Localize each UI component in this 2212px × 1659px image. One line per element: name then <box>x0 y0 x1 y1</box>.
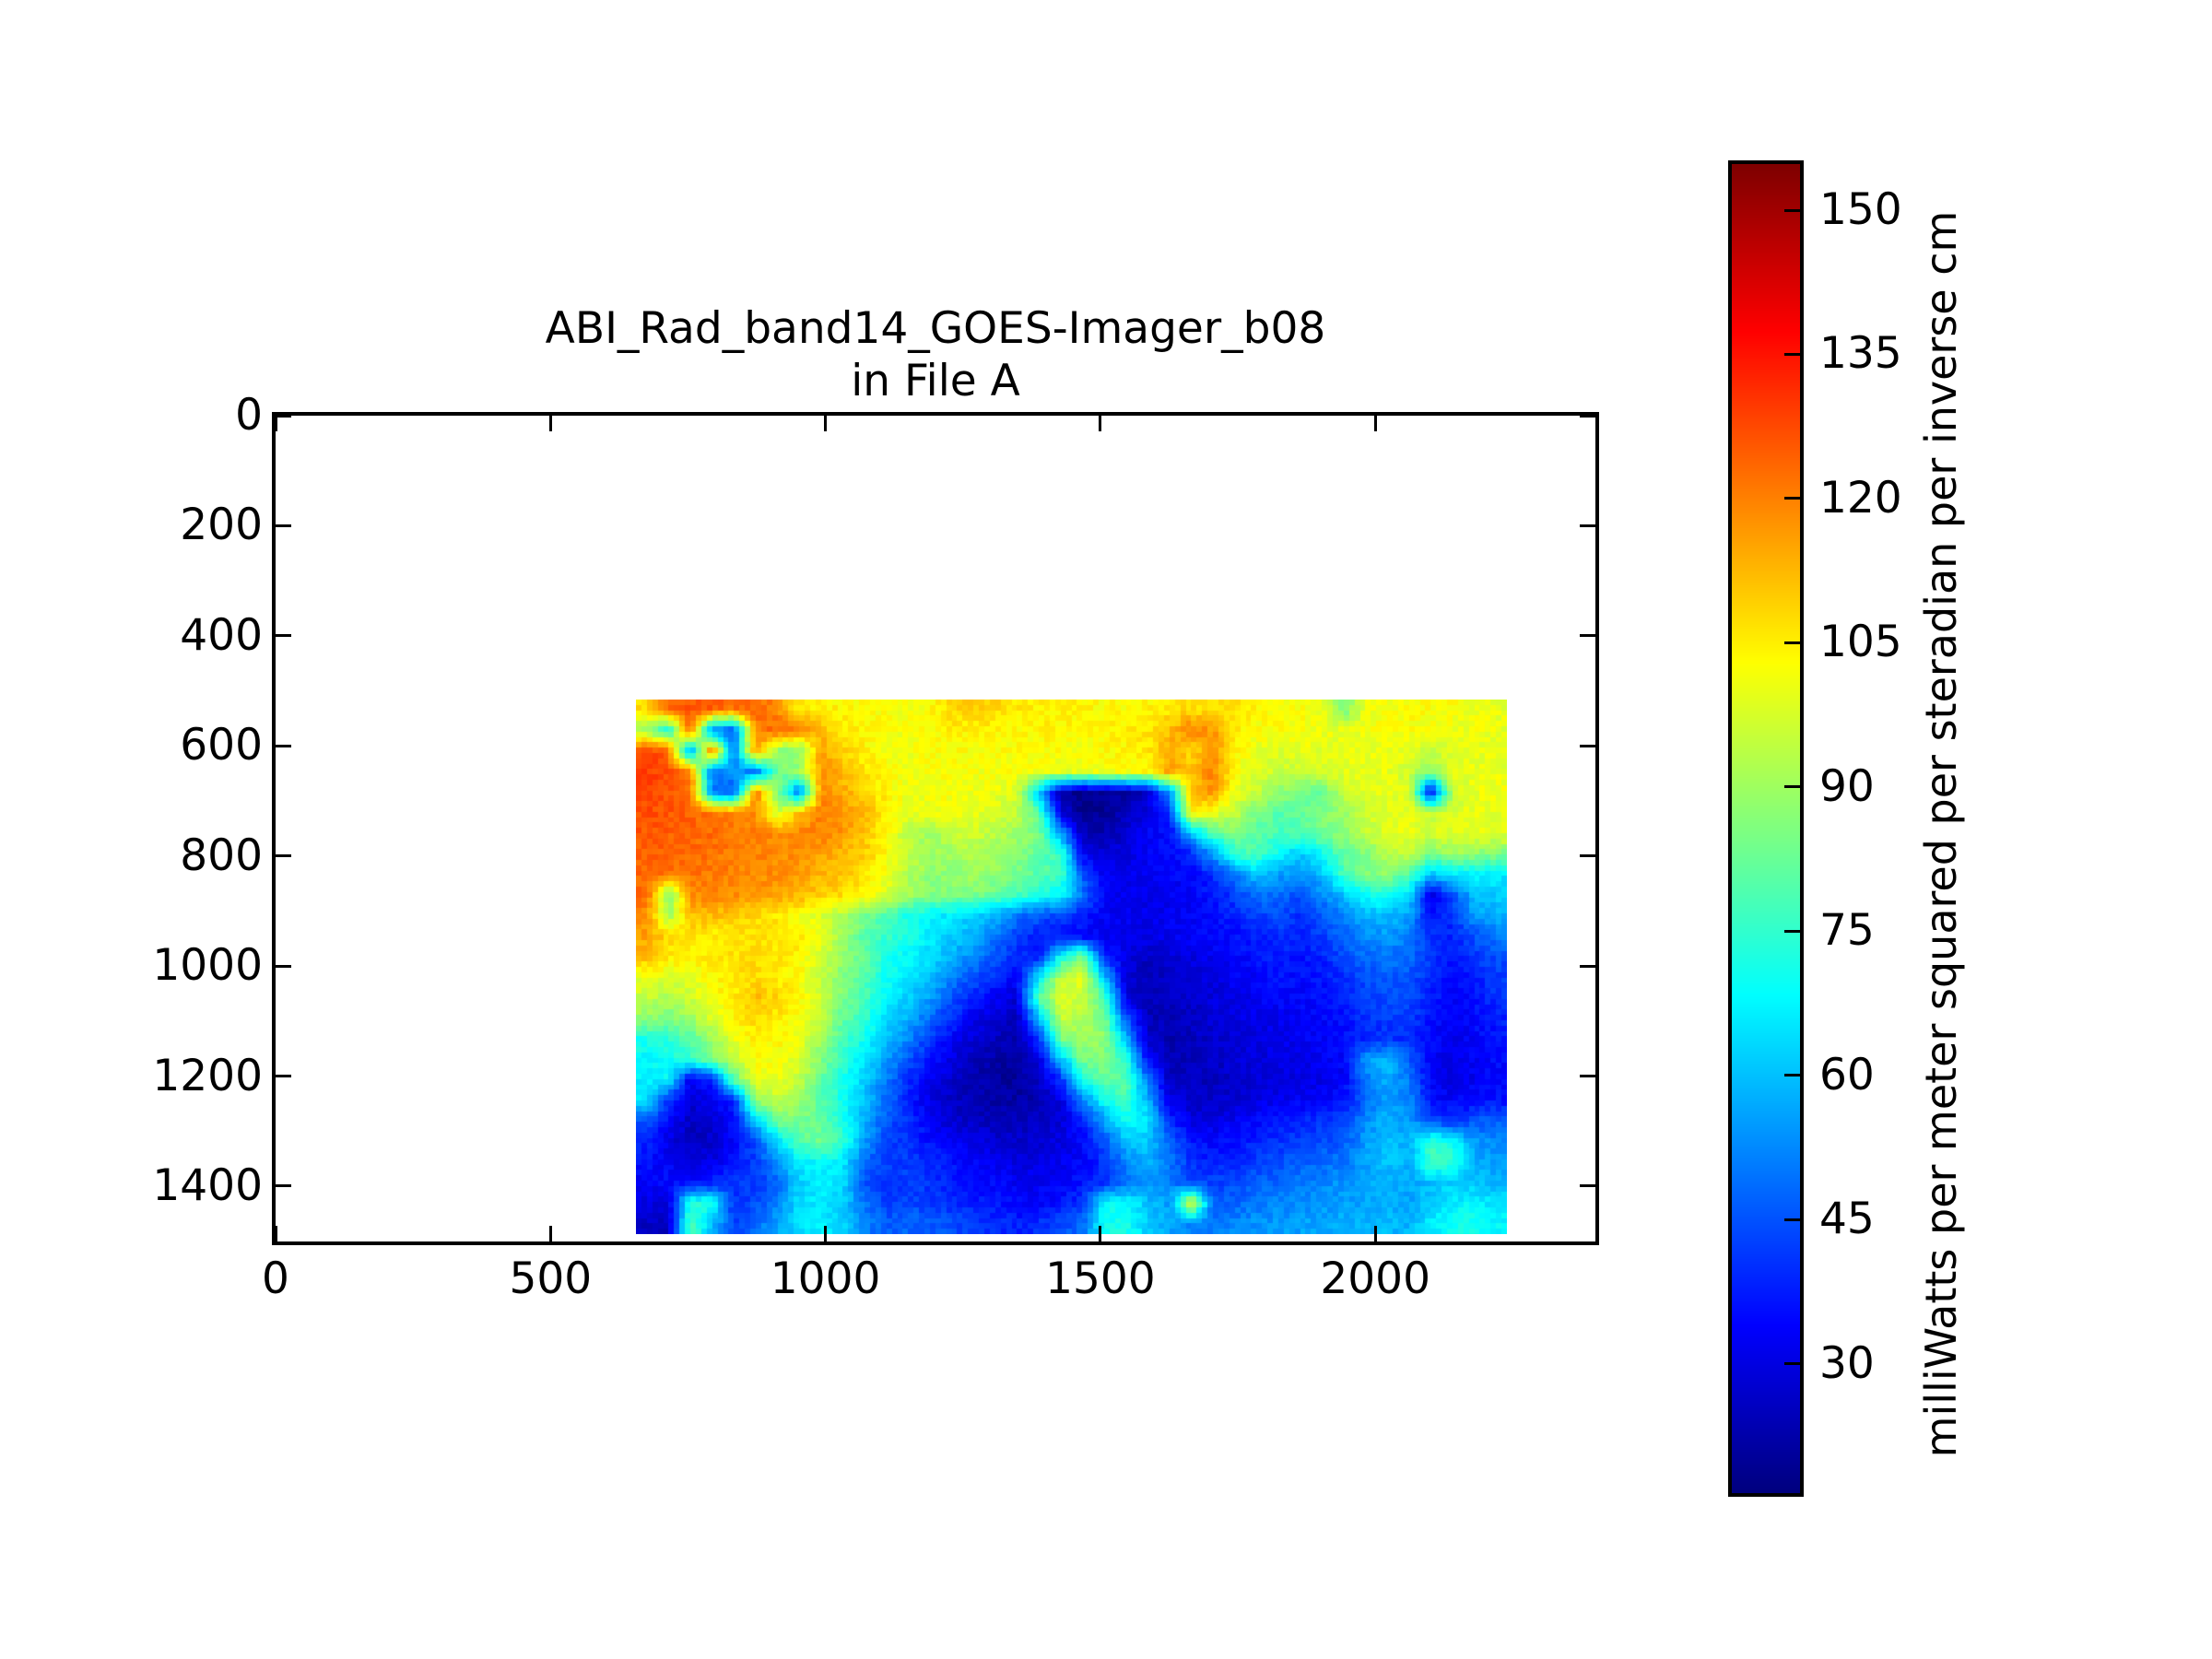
colorbar-axis-label: milliWatts per meter squared per steradi… <box>1916 210 1966 1458</box>
x-tick-mark-top <box>548 416 552 431</box>
colorbar-tick-label: 60 <box>1819 1049 1875 1100</box>
colorbar-tick-label: 75 <box>1819 905 1875 957</box>
colorbar-tick-mark <box>1784 929 1800 933</box>
plot-title-line1: ABI_Rad_band14_GOES-Imager_b08 <box>545 303 1326 354</box>
colorbar-tick-label: 120 <box>1819 472 1902 524</box>
colorbar <box>1728 160 1804 1497</box>
y-tick-mark-right <box>1580 1075 1595 1078</box>
x-tick-mark <box>548 1226 552 1241</box>
y-tick-mark-right <box>1580 854 1595 858</box>
colorbar-tick-label: 150 <box>1819 184 1902 235</box>
y-tick-label: 1200 <box>152 1050 263 1101</box>
x-tick-mark-top <box>1099 416 1102 431</box>
y-tick-mark <box>276 964 291 968</box>
y-tick-mark <box>276 634 291 638</box>
x-tick-label: 500 <box>509 1253 593 1304</box>
x-tick-mark <box>1373 1226 1377 1241</box>
x-tick-label: 0 <box>262 1253 289 1304</box>
colorbar-tick-label: 105 <box>1819 617 1902 668</box>
x-tick-mark <box>824 1226 828 1241</box>
y-tick-mark <box>276 854 291 858</box>
y-tick-mark <box>276 414 291 418</box>
x-tick-mark <box>274 1226 277 1241</box>
y-tick-mark-right <box>1580 414 1595 418</box>
y-tick-mark-right <box>1580 524 1595 527</box>
colorbar-tick-mark <box>1784 1074 1800 1077</box>
x-tick-mark <box>1099 1226 1102 1241</box>
y-tick-label: 1400 <box>152 1159 263 1211</box>
plot-title-line2: in File A <box>851 356 1020 406</box>
y-tick-mark <box>276 744 291 747</box>
colorbar-tick-label: 90 <box>1819 760 1875 812</box>
y-tick-label: 800 <box>180 830 263 881</box>
colorbar-gradient <box>1732 164 1800 1493</box>
colorbar-tick-mark <box>1784 785 1800 789</box>
x-tick-label: 2000 <box>1320 1253 1430 1304</box>
x-tick-mark-top <box>274 416 277 431</box>
colorbar-tick-mark <box>1784 641 1800 644</box>
colorbar-tick-mark <box>1784 352 1800 356</box>
plot-axes <box>272 412 1599 1245</box>
y-tick-mark-right <box>1580 1184 1595 1188</box>
radiance-heatmap-image <box>636 700 1507 1234</box>
y-tick-mark-right <box>1580 744 1595 747</box>
plot-title: ABI_Rad_band14_GOES-Imager_b08 in File A <box>546 302 1326 407</box>
x-tick-mark-top <box>824 416 828 431</box>
x-tick-mark-top <box>1373 416 1377 431</box>
colorbar-tick-label: 135 <box>1819 328 1902 380</box>
y-tick-label: 600 <box>180 720 263 771</box>
y-tick-mark <box>276 524 291 527</box>
colorbar-tick-mark <box>1784 1218 1800 1221</box>
y-tick-label: 400 <box>180 609 263 661</box>
y-tick-label: 200 <box>180 500 263 551</box>
colorbar-tick-mark <box>1784 208 1800 212</box>
colorbar-tick-mark <box>1784 497 1800 500</box>
x-tick-label: 1000 <box>770 1253 881 1304</box>
y-tick-label: 0 <box>235 390 263 441</box>
y-tick-label: 1000 <box>152 940 263 992</box>
colorbar-tick-label: 30 <box>1819 1337 1875 1389</box>
y-tick-mark <box>276 1184 291 1188</box>
x-tick-label: 1500 <box>1045 1253 1156 1304</box>
y-tick-mark-right <box>1580 964 1595 968</box>
y-tick-mark-right <box>1580 634 1595 638</box>
colorbar-tick-mark <box>1784 1362 1800 1366</box>
colorbar-tick-label: 45 <box>1819 1194 1875 1245</box>
y-tick-mark <box>276 1075 291 1078</box>
